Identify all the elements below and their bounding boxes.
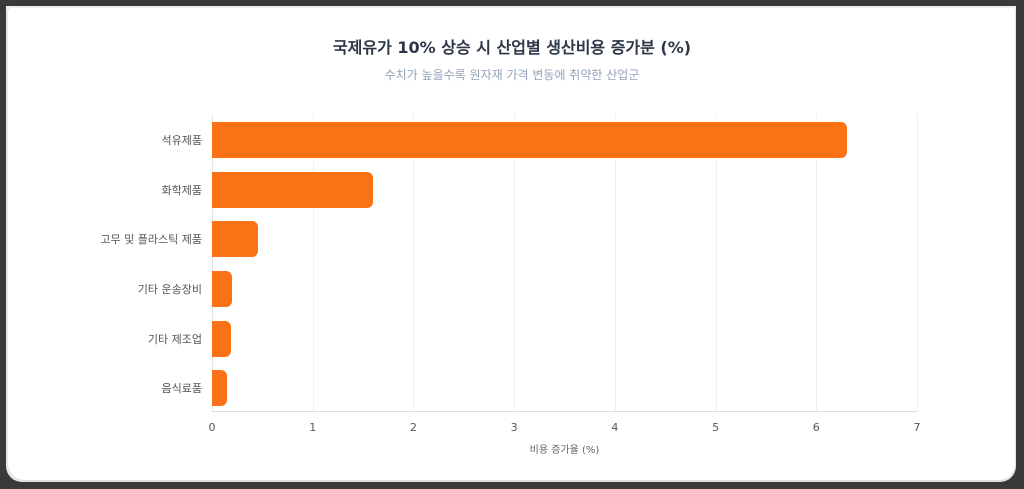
- bar[interactable]: [212, 270, 233, 307]
- bar[interactable]: [212, 320, 232, 357]
- category-label: 기타 제조업: [147, 332, 202, 346]
- gridline: [312, 114, 314, 412]
- gridline: [715, 114, 717, 412]
- chart-card: [8, 8, 1015, 480]
- x-tick-label: 3: [510, 421, 518, 434]
- bar[interactable]: [212, 370, 228, 407]
- chart-title: 국제유가 10% 상승 시 산업별 생산비용 증가분 (%): [332, 38, 692, 57]
- x-tick-label: 4: [611, 421, 619, 434]
- gridline: [514, 114, 516, 412]
- x-tick-label: 2: [409, 421, 417, 434]
- gridline: [816, 114, 818, 412]
- category-label: 음식료품: [161, 382, 202, 396]
- gridline: [917, 114, 918, 412]
- x-tick-label: 0: [208, 421, 216, 434]
- gridline: [614, 114, 616, 412]
- plot-area: [212, 114, 918, 412]
- x-tick-label: 5: [712, 421, 720, 434]
- y-axis-line: [212, 114, 213, 412]
- category-label: 석유제품: [161, 133, 202, 147]
- bar[interactable]: [212, 171, 374, 208]
- x-axis-label: 비용 증가율 (%): [529, 445, 600, 456]
- category-label: 고무 및 플라스틱 제품: [100, 233, 202, 247]
- x-tick-label: 7: [913, 421, 921, 434]
- x-axis-line: [212, 411, 917, 412]
- x-tick-label: 1: [309, 421, 317, 434]
- chart-subtitle: 수치가 높을수록 원자재 가격 변동에 취약한 산업군: [384, 68, 640, 82]
- bar[interactable]: [212, 121, 847, 158]
- category-label: 기타 운송장비: [137, 282, 202, 296]
- x-tick-label: 6: [812, 421, 820, 434]
- category-label: 화학제품: [161, 183, 202, 197]
- gridline: [413, 114, 415, 412]
- bar[interactable]: [212, 221, 259, 258]
